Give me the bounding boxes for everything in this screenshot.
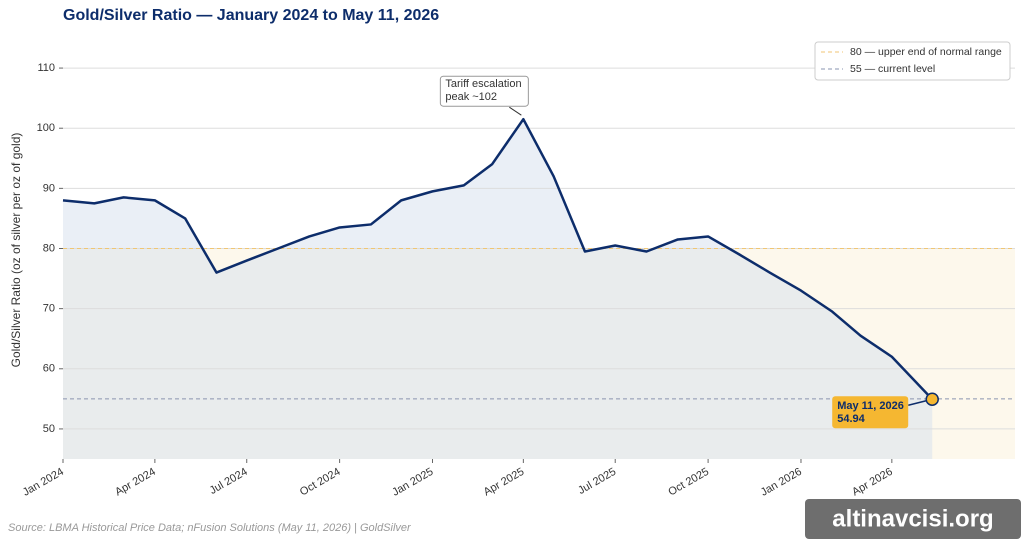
x-tick-label: Apr 2025: [482, 466, 527, 499]
x-tick-label: Jan 2024: [21, 466, 66, 499]
x-tick-label: Oct 2025: [666, 466, 711, 499]
y-tick-label: 80: [43, 242, 55, 254]
x-tick-label: Oct 2024: [298, 466, 343, 499]
source: Source: LBMA Historical Price Data; nFus…: [8, 522, 412, 534]
line: [62, 117, 934, 401]
x-tick-label: Jul 2025: [576, 466, 618, 497]
watermark: altinavcisi.org: [832, 505, 993, 532]
y-tick-label: 90: [43, 182, 55, 194]
callout-value: 54.94: [837, 413, 865, 425]
last-point: [925, 392, 939, 406]
y-tick-label: 100: [37, 122, 55, 134]
y-tick-label: 60: [43, 363, 55, 375]
chart-title: Gold/Silver Ratio — January 2024 to May …: [63, 7, 439, 24]
x-tick-label: Jul 2024: [208, 466, 250, 497]
line-area: [63, 119, 933, 459]
y-tick-label: 110: [37, 62, 55, 74]
legend-box: [814, 41, 1011, 81]
x-tick-label: Jan 2025: [390, 466, 435, 499]
y-axis-label: Gold/Silver Ratio (oz of silver per oz o…: [9, 133, 23, 368]
legend-label: 80 — upper end of normal range: [850, 46, 1002, 58]
x-tick-label: Jan 2026: [759, 466, 804, 499]
x-tick-label: Apr 2026: [850, 466, 895, 499]
y-tick-label: 70: [43, 303, 55, 315]
annotation-arrow: [509, 106, 522, 116]
annotation-text: peak ~102: [445, 91, 497, 103]
annotation-text: Tariff escalation: [445, 78, 521, 90]
annotation-box: [439, 75, 529, 107]
x-tick-label: Apr 2024: [113, 466, 158, 499]
watermark-box: [805, 499, 1021, 539]
callout-box: [832, 396, 909, 429]
legend-label: 55 — current level: [850, 63, 935, 75]
y-tick-label: 50: [43, 423, 55, 435]
callout-date: May 11, 2026: [837, 400, 904, 412]
